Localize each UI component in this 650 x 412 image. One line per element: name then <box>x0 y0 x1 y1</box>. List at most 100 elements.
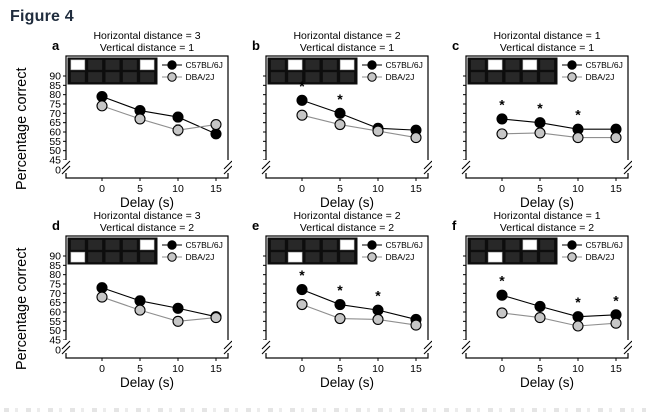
data-point-dba2j <box>210 312 222 324</box>
legend-label: C57BL/6J <box>186 60 223 70</box>
y-tick-label: 0 <box>55 345 61 357</box>
inset-dark-square <box>505 239 520 250</box>
axis-break-slash <box>461 345 471 355</box>
inset-dark-square <box>105 72 120 83</box>
y-tick-label: 0 <box>55 165 61 177</box>
x-tick-label: 0 <box>99 363 105 375</box>
panel-title-line2: Vertical distance = 1 <box>300 42 394 54</box>
panel-letter: c <box>452 38 459 53</box>
series-line-c57bl6j <box>301 289 417 321</box>
inset-dark-square <box>270 239 285 250</box>
axis-break-mask <box>624 160 632 173</box>
panel-row-top: Percentage correct Horizontal distance =… <box>12 30 632 210</box>
inset-dark-square <box>140 252 155 263</box>
x-tick-label: 10 <box>172 183 184 195</box>
data-point-dba2j <box>572 132 584 144</box>
panel-title-line2: Vertical distance = 2 <box>300 222 394 234</box>
inset-lit-square <box>487 251 503 263</box>
legend-marker <box>567 60 577 70</box>
inset-dark-square <box>122 252 137 263</box>
axis-break-mask <box>262 160 270 173</box>
x-axis-title: Delay (s) <box>520 195 574 210</box>
significance-asterisk: * <box>575 107 581 123</box>
inset-dark-square <box>305 72 320 83</box>
data-point-dba2j <box>534 127 546 139</box>
axis-break-slash <box>223 340 232 350</box>
plot-frame <box>465 235 629 359</box>
data-point-dba2j <box>496 307 508 319</box>
y-axis-title: Percentage correct <box>14 247 30 371</box>
axis-break-slash <box>261 340 271 350</box>
data-point-dba2j <box>572 320 584 332</box>
y-tick-label: 45 <box>49 335 61 347</box>
inset-dark-square <box>540 239 555 250</box>
x-tick-label: 10 <box>572 363 584 375</box>
legend-marker <box>567 252 577 262</box>
panel-title-line1: Horizontal distance = 3 <box>93 30 200 42</box>
legend-label: DBA/2J <box>586 252 615 262</box>
data-point-dba2j <box>610 132 622 144</box>
inset-dark-square <box>305 239 320 250</box>
significance-asterisk: * <box>299 78 305 94</box>
axis-break-mask <box>262 340 270 353</box>
plot-frame <box>65 235 229 359</box>
legend-label: C57BL/6J <box>186 240 223 250</box>
inset-dark-square <box>122 239 137 250</box>
panel-letter: e <box>252 218 259 233</box>
data-point-dba2j <box>372 125 384 137</box>
x-tick-label: 5 <box>537 363 543 375</box>
legend-label: DBA/2J <box>586 72 615 82</box>
y-tick-label: 70 <box>49 288 61 300</box>
inset-lit-square <box>339 239 355 251</box>
y-tick-label: 80 <box>49 269 61 281</box>
inset-dark-square <box>470 239 485 250</box>
inset-dark-square <box>88 59 103 70</box>
series-line-c57bl6j <box>101 287 217 318</box>
axis-break-slash <box>623 160 632 170</box>
inset-dark-square <box>322 252 337 263</box>
data-point-c57bl6j <box>572 311 584 323</box>
inset-lit-square <box>287 59 303 71</box>
inset-dark-square <box>288 72 303 83</box>
x-axis-title: Delay (s) <box>120 375 174 390</box>
inset-dark-square <box>105 252 120 263</box>
plot-frame <box>465 55 629 179</box>
legend-label: DBA/2J <box>386 252 415 262</box>
data-point-c57bl6j <box>334 298 346 311</box>
plot-frame <box>265 55 429 179</box>
series-line-dba2j <box>301 114 417 139</box>
data-point-dba2j <box>410 319 422 331</box>
series-line-c57bl6j <box>301 99 417 131</box>
axis-break-mask <box>224 160 232 173</box>
inset-dark-square <box>70 72 85 83</box>
x-tick-label: 0 <box>299 363 305 375</box>
legend-marker <box>167 60 177 70</box>
data-point-dba2j <box>210 118 222 131</box>
data-point-c57bl6j <box>96 90 108 103</box>
axis-break-mask <box>62 340 70 353</box>
x-tick-label: 15 <box>610 363 622 375</box>
axis-break-slash <box>461 340 471 350</box>
data-point-c57bl6j <box>172 111 184 123</box>
y-tick-label: 60 <box>49 127 61 139</box>
inset-lit-square <box>339 59 355 71</box>
inset-lit-square <box>487 59 503 71</box>
panel-title-line1: Horizontal distance = 1 <box>493 30 600 42</box>
data-point-c57bl6j <box>210 128 222 140</box>
panel-letter: f <box>452 218 457 233</box>
legend-marker <box>367 72 377 82</box>
inset-dark-square <box>88 239 103 250</box>
inset-lit-square <box>70 59 86 71</box>
inset-dark-square <box>505 72 520 83</box>
y-tick-label: 50 <box>49 325 61 337</box>
inset-dark-square <box>522 252 537 263</box>
x-tick-label: 5 <box>537 183 543 195</box>
y-tick-label: 90 <box>49 251 61 263</box>
inset-dark-square <box>88 72 103 83</box>
significance-asterisk: * <box>375 288 381 304</box>
panel-title-line2: Vertical distance = 1 <box>500 42 594 54</box>
x-tick-label: 15 <box>210 183 222 195</box>
data-point-c57bl6j <box>296 94 308 106</box>
inset-dark-square <box>322 239 337 250</box>
